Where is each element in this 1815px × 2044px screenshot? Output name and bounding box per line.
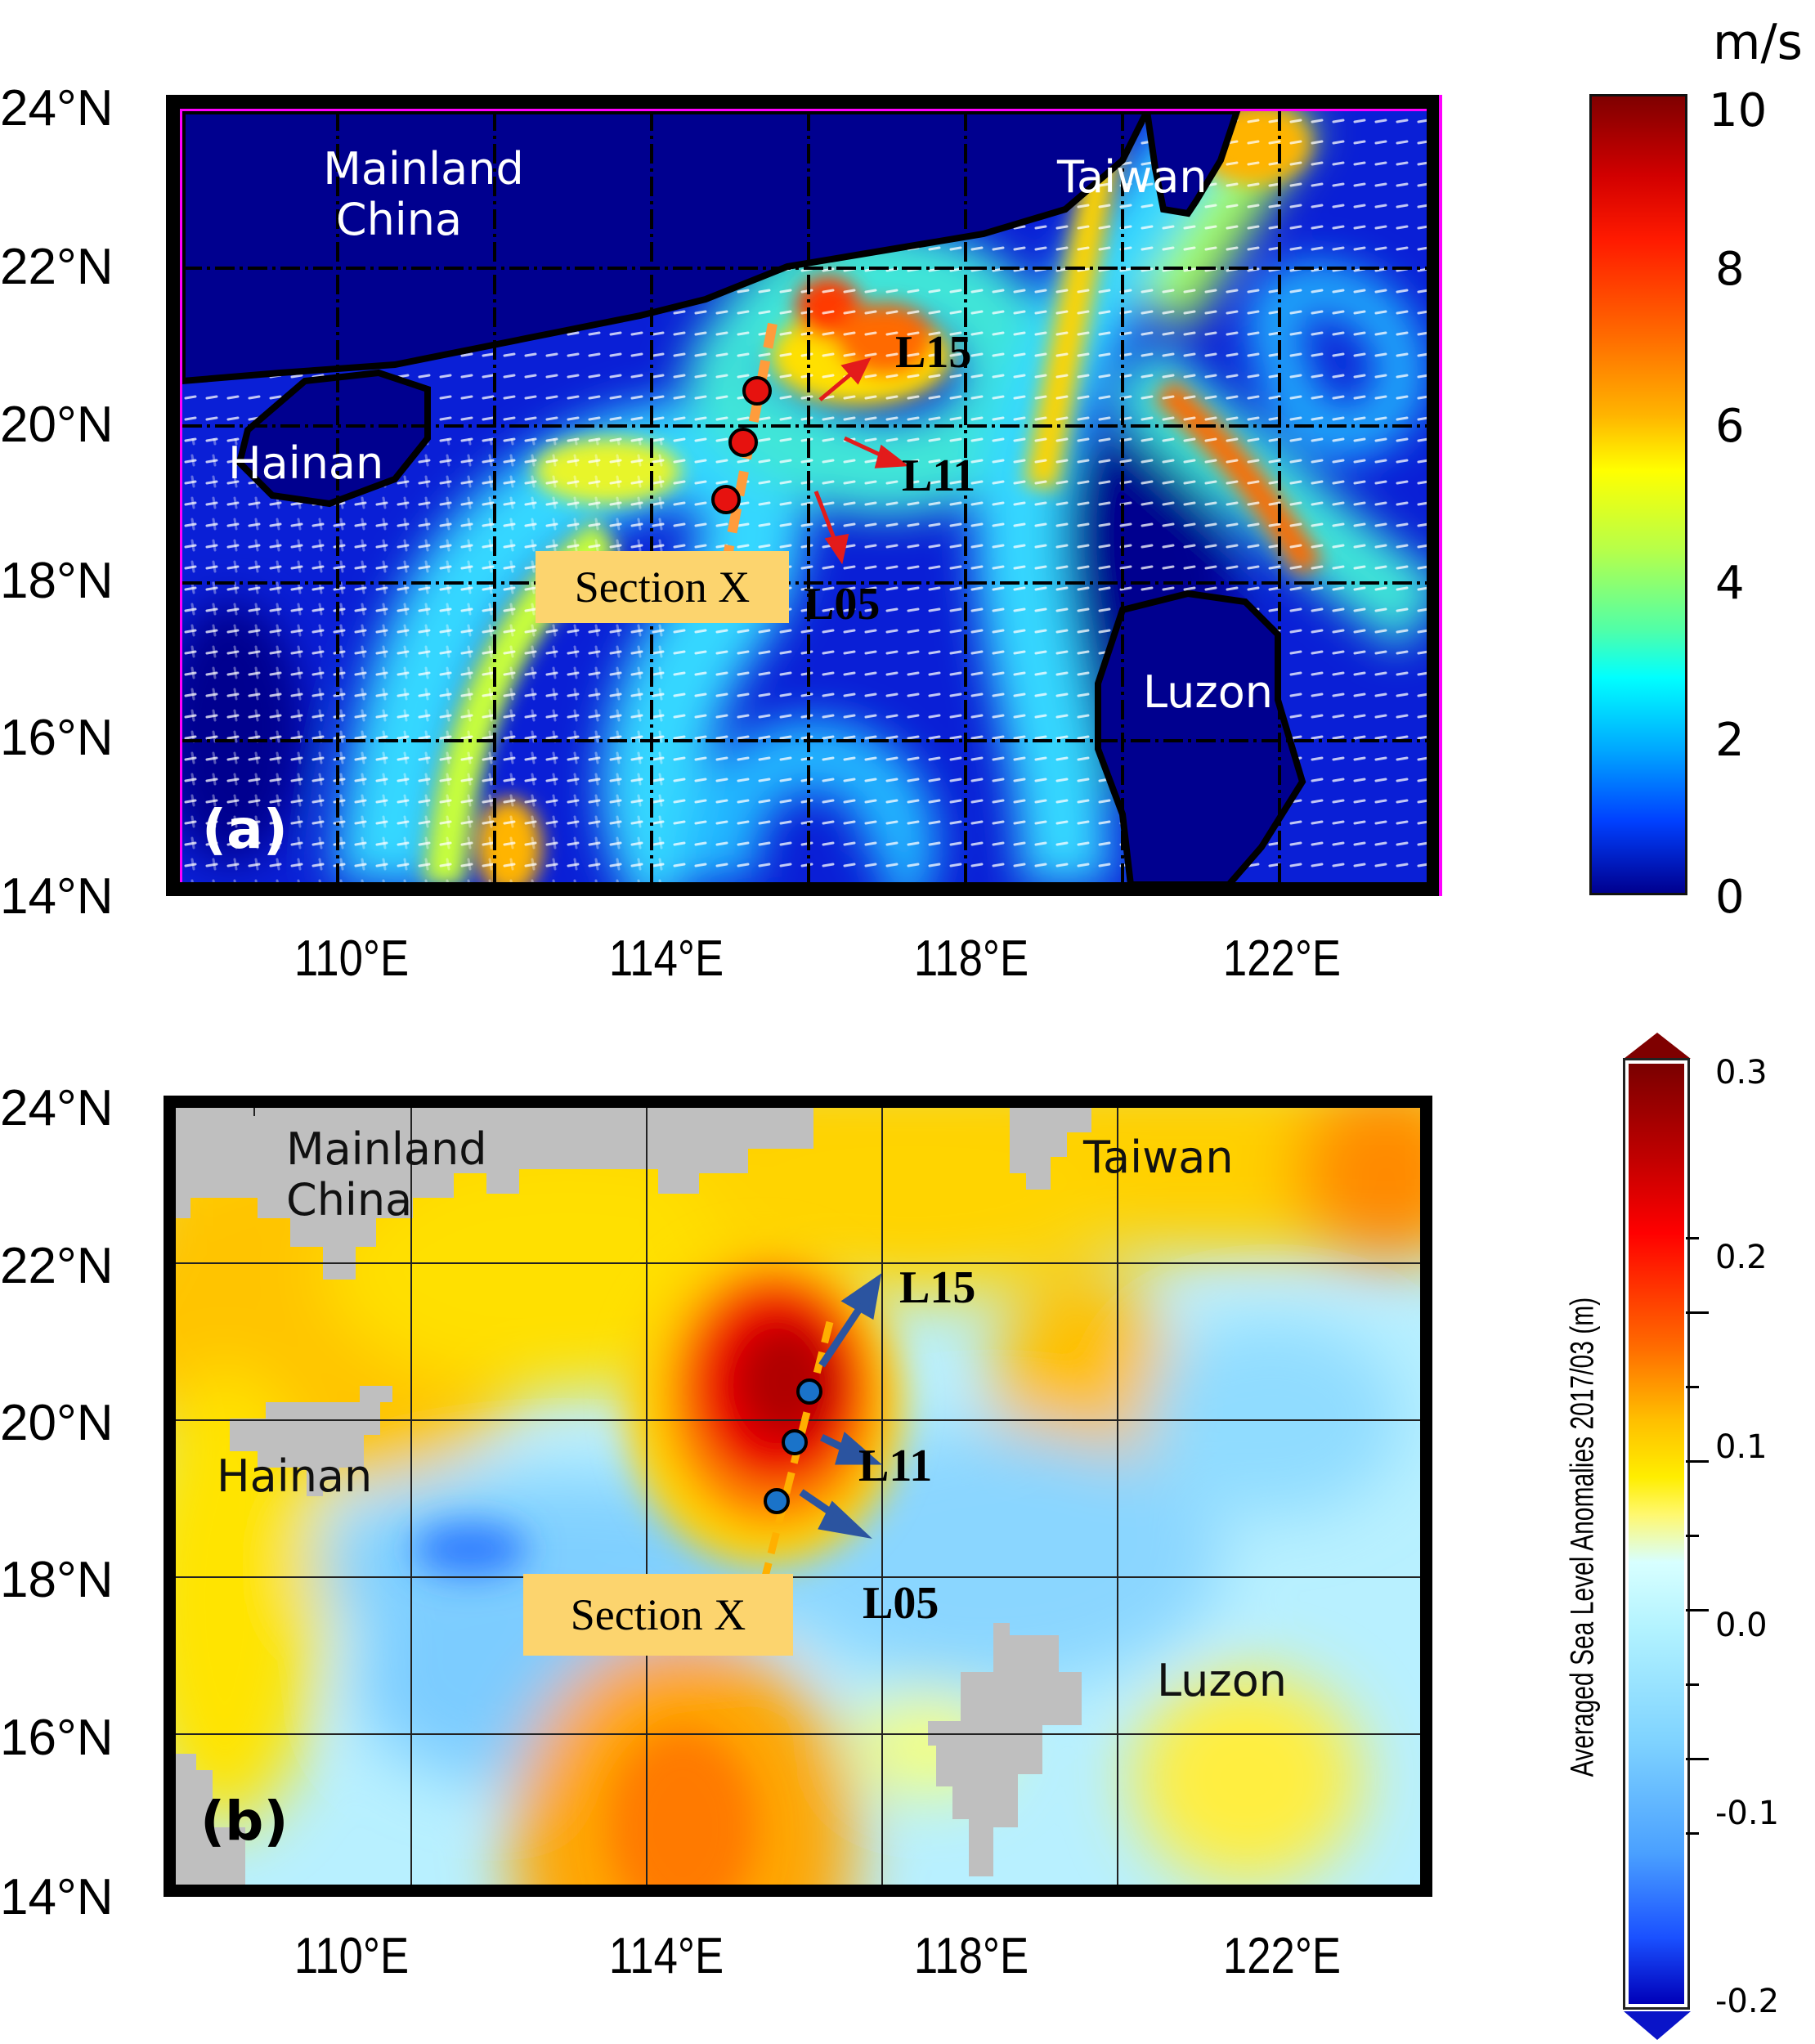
colorbar-b-tick-mark (1686, 1386, 1699, 1388)
section-x-label-a: Section X (536, 551, 789, 623)
colorbar-b-tick-0.0: 0.0 (1715, 1607, 1768, 1644)
y-tick-22n: 22°N (0, 239, 114, 295)
y-tick-20n-b: 20°N (0, 1395, 114, 1451)
colorbar-b-tick-mark (1686, 1311, 1709, 1314)
current-speed-field (182, 111, 1427, 882)
colorbar-a-tick-8: 8 (1715, 243, 1745, 296)
station-arrows-b (799, 1273, 882, 1540)
colorbar-b-tick-mark (1686, 1832, 1699, 1835)
label-mainland-china-b: Mainland China (286, 1123, 487, 1226)
label-hainan-a: Hainan (228, 437, 384, 489)
colorbar-a-tick-0: 0 (1715, 871, 1745, 924)
colorbar-b-extend-arrows (1624, 1033, 1691, 2040)
colorbar-b-title: Averaged Sea Level Anomalies 2017/03 (m) (1564, 1297, 1601, 1777)
colorbar-a-tick-6: 6 (1715, 400, 1745, 453)
x-tick-110e: 110°E (294, 930, 410, 987)
station-label-l15-b: L15 (899, 1262, 976, 1313)
colorbar-b-tick-mark (1686, 1609, 1709, 1611)
colorbar-b-tick-0.2: 0.2 (1715, 1239, 1768, 1276)
station-label-l11-b: L11 (858, 1441, 933, 1491)
colorbar-a-tick-10: 10 (1709, 84, 1768, 137)
panel-a-gridlines (182, 111, 1427, 882)
x-tick-114e-b: 114°E (608, 1928, 724, 1984)
station-label-l05-b: L05 (863, 1578, 939, 1629)
station-marker-l11-b[interactable] (782, 1429, 808, 1455)
colorbar-b-tick-neg0.2: -0.2 (1715, 1983, 1780, 2020)
panel-tag-a: (a) (202, 798, 288, 861)
station-label-l05-a: L05 (804, 579, 881, 630)
taiwan-land-b (1010, 1108, 1091, 1190)
colorbar-b-tick-neg0.1: -0.1 (1715, 1795, 1780, 1832)
label-mainland-china-a: Mainland China (323, 143, 524, 246)
colorbar-b-tick-mark (1686, 1758, 1709, 1760)
label-taiwan-a: Taiwan (1057, 151, 1208, 203)
mainland-china-landmass (182, 111, 1151, 385)
label-hainan-b: Hainan (217, 1450, 373, 1502)
y-tick-18n: 18°N (0, 553, 114, 609)
mainland-china-land-b (176, 1108, 813, 1198)
y-tick-24n-b: 24°N (0, 1080, 114, 1136)
colorbar-a-tick-2: 2 (1715, 714, 1745, 767)
colorbar-a-gradient (1589, 94, 1687, 895)
x-tick-122e: 122°E (1222, 930, 1342, 987)
colorbar-b-tick-mark (1686, 1460, 1709, 1463)
colorbar-a-tick-4: 4 (1715, 557, 1745, 610)
y-tick-20n: 20°N (0, 397, 114, 453)
luzon-land-b (928, 1623, 1082, 1876)
y-tick-22n-b: 22°N (0, 1238, 114, 1294)
station-marker-l15[interactable] (742, 376, 772, 406)
hainan-landmass (235, 369, 431, 508)
panel-b-map: Mainland China Taiwan Hainan Luzon Secti… (176, 1108, 1420, 1885)
hainan-land-b (230, 1386, 392, 1496)
y-tick-18n-b: 18°N (0, 1552, 114, 1608)
y-tick-16n-b: 16°N (0, 1710, 114, 1766)
station-marker-l05-b[interactable] (764, 1488, 790, 1514)
y-tick-24n: 24°N (0, 80, 114, 137)
station-arrows (813, 357, 909, 565)
y-tick-14n: 14°N (0, 868, 114, 925)
land-masks (176, 1108, 1091, 1885)
colorbar-b-tick-0.1: 0.1 (1715, 1428, 1768, 1466)
taiwan-landmass (1143, 111, 1241, 217)
panel-tag-b: (b) (200, 1790, 289, 1853)
luzon-landmass (1095, 589, 1306, 882)
panel-a-right-edge (1439, 95, 1442, 896)
panel-b-gridlines (176, 1108, 1420, 1885)
station-marker-l05[interactable] (711, 485, 741, 514)
panel-a-map: Mainland China Taiwan Hainan Luzon Secti… (180, 109, 1427, 882)
label-luzon-b: Luzon (1157, 1655, 1287, 1706)
y-tick-14n-b: 14°N (0, 1869, 114, 1925)
colorbar-b-tick-mark (1686, 1535, 1699, 1537)
station-label-l15-a: L15 (895, 327, 972, 378)
x-tick-118e: 118°E (913, 930, 1029, 987)
label-taiwan-b: Taiwan (1083, 1132, 1234, 1183)
x-tick-122e-b: 122°E (1222, 1928, 1342, 1984)
section-x-line (715, 322, 778, 595)
colorbar-b-gradient (1623, 1058, 1690, 2010)
x-tick-118e-b: 118°E (913, 1928, 1029, 1984)
section-x-label-b: Section X (523, 1574, 793, 1656)
y-tick-16n: 16°N (0, 710, 114, 766)
colorbar-b-tick-0.3: 0.3 (1715, 1054, 1768, 1091)
colorbar-b-tick-mark (1686, 1237, 1699, 1239)
x-tick-114e: 114°E (608, 930, 724, 987)
station-label-l11-a: L11 (902, 450, 976, 501)
label-luzon-a: Luzon (1143, 666, 1273, 718)
x-tick-110e-b: 110°E (294, 1928, 410, 1984)
station-marker-l11[interactable] (728, 428, 758, 457)
station-marker-l15-b[interactable] (796, 1378, 822, 1405)
colorbar-b-tick-mark (1686, 1683, 1699, 1686)
colorbar-a-unit: m/s (1713, 14, 1803, 71)
